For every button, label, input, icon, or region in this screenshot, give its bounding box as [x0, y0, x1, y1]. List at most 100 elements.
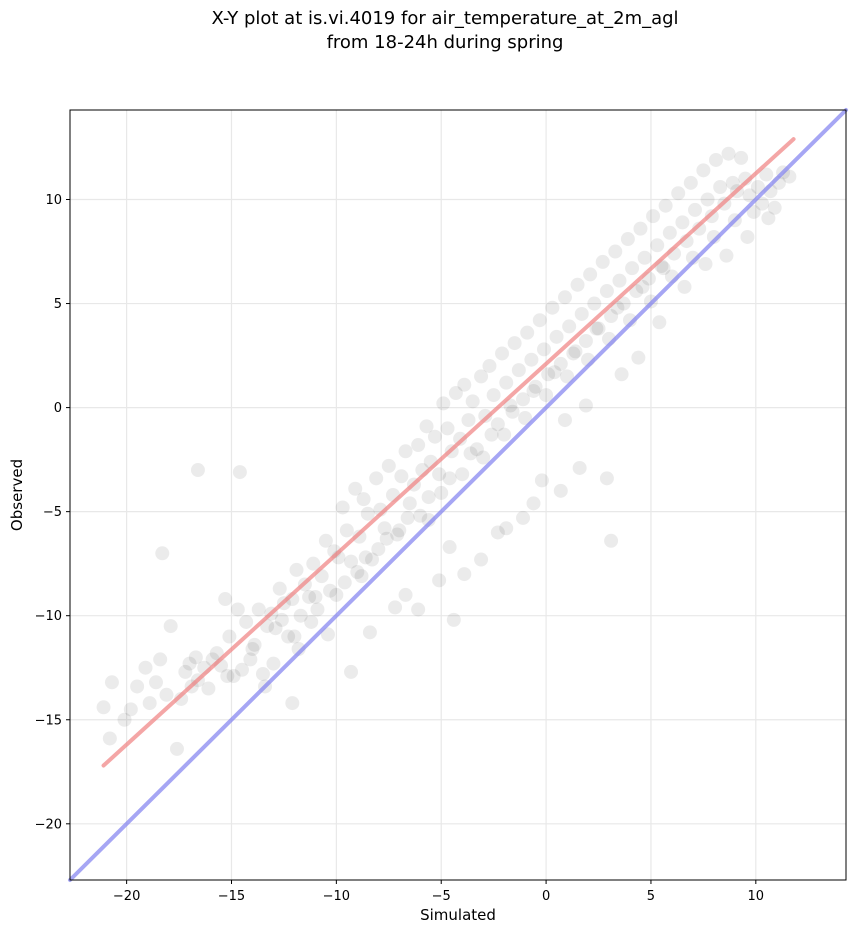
data-point — [507, 336, 522, 351]
x-tick-label: −5 — [432, 889, 451, 904]
data-point — [478, 408, 493, 423]
data-point — [652, 315, 667, 330]
data-point — [239, 614, 254, 629]
data-point — [365, 552, 380, 567]
data-point — [209, 646, 224, 661]
data-point — [658, 198, 673, 213]
data-point — [557, 413, 572, 428]
data-point — [495, 346, 510, 361]
data-point — [490, 525, 505, 540]
data-point — [562, 319, 577, 334]
data-point — [675, 215, 690, 230]
data-point — [272, 581, 287, 596]
data-point — [266, 656, 281, 671]
data-point — [755, 196, 770, 211]
chart-title-line2: from 18-24h during spring — [327, 32, 564, 53]
data-point — [96, 700, 111, 715]
data-point — [377, 521, 392, 536]
x-tick-label: 5 — [647, 889, 655, 904]
data-point — [318, 533, 333, 548]
data-point — [604, 533, 619, 548]
data-point — [117, 712, 132, 727]
data-point — [518, 411, 533, 425]
data-point — [578, 334, 593, 348]
data-point — [232, 465, 247, 480]
data-point — [524, 352, 539, 367]
data-point — [469, 442, 484, 457]
data-point — [620, 232, 635, 247]
data-point — [339, 523, 354, 538]
data-point — [553, 483, 568, 498]
data-point — [461, 413, 476, 428]
data-point — [526, 383, 541, 398]
data-point — [392, 523, 407, 538]
data-point — [320, 627, 335, 642]
data-point — [604, 309, 619, 324]
x-tick-label: −10 — [323, 889, 350, 904]
x-tick-label: −15 — [218, 889, 245, 904]
data-point — [650, 238, 665, 253]
axis-ticks: −20 −15 −10 −5 0 5 10 −20 −15 −10 −5 0 5 10 — [35, 193, 765, 904]
data-point — [557, 290, 572, 305]
data-point — [476, 450, 491, 465]
data-point — [201, 681, 216, 696]
data-point — [234, 662, 249, 677]
data-point — [448, 386, 463, 401]
data-point — [671, 186, 686, 201]
data-point — [220, 669, 235, 684]
data-point — [750, 180, 765, 194]
y-tick-label: −10 — [35, 609, 62, 624]
data-point — [547, 365, 562, 380]
y-tick-label: −5 — [43, 505, 62, 520]
identity-line — [68, 108, 848, 882]
data-point — [516, 392, 531, 407]
data-point — [281, 629, 296, 644]
data-point — [344, 664, 359, 679]
data-point — [304, 614, 319, 629]
data-point — [371, 542, 386, 557]
data-point — [520, 325, 535, 340]
data-point — [398, 444, 413, 459]
data-point — [516, 510, 531, 525]
data-point — [302, 589, 317, 604]
data-point — [178, 664, 193, 679]
data-point — [568, 344, 583, 359]
data-point — [350, 565, 365, 579]
data-point — [497, 427, 512, 442]
data-point — [148, 675, 163, 690]
y-tick-label: −20 — [35, 817, 62, 832]
data-point — [499, 521, 514, 536]
chart-title-line1: X-Y plot at is.vi.4019 for air_temperatu… — [211, 8, 678, 29]
data-point — [614, 367, 629, 382]
data-point — [323, 583, 338, 598]
data-point — [394, 469, 409, 484]
data-point — [761, 211, 776, 226]
data-point — [549, 329, 564, 344]
data-point — [528, 379, 543, 394]
data-point — [400, 510, 415, 525]
data-point — [545, 300, 560, 315]
data-point — [190, 463, 205, 478]
data-point — [696, 163, 711, 178]
data-point — [169, 741, 184, 756]
data-point — [362, 625, 377, 640]
y-tick-label: −15 — [35, 713, 62, 728]
data-point — [159, 687, 174, 702]
data-point — [348, 481, 363, 496]
data-point — [526, 496, 541, 511]
data-point — [725, 175, 740, 190]
y-axis-label: Observed — [8, 459, 26, 531]
data-point — [482, 358, 497, 373]
data-point — [721, 146, 736, 161]
x-tick-label: 0 — [542, 889, 550, 904]
data-point — [539, 388, 554, 403]
data-point — [612, 273, 627, 288]
data-point — [440, 421, 455, 436]
data-point — [692, 221, 707, 236]
data-point — [700, 192, 715, 207]
data-point — [474, 552, 489, 567]
data-point — [329, 587, 344, 602]
data-point — [442, 540, 457, 555]
data-point — [589, 321, 604, 336]
data-point — [335, 500, 350, 515]
